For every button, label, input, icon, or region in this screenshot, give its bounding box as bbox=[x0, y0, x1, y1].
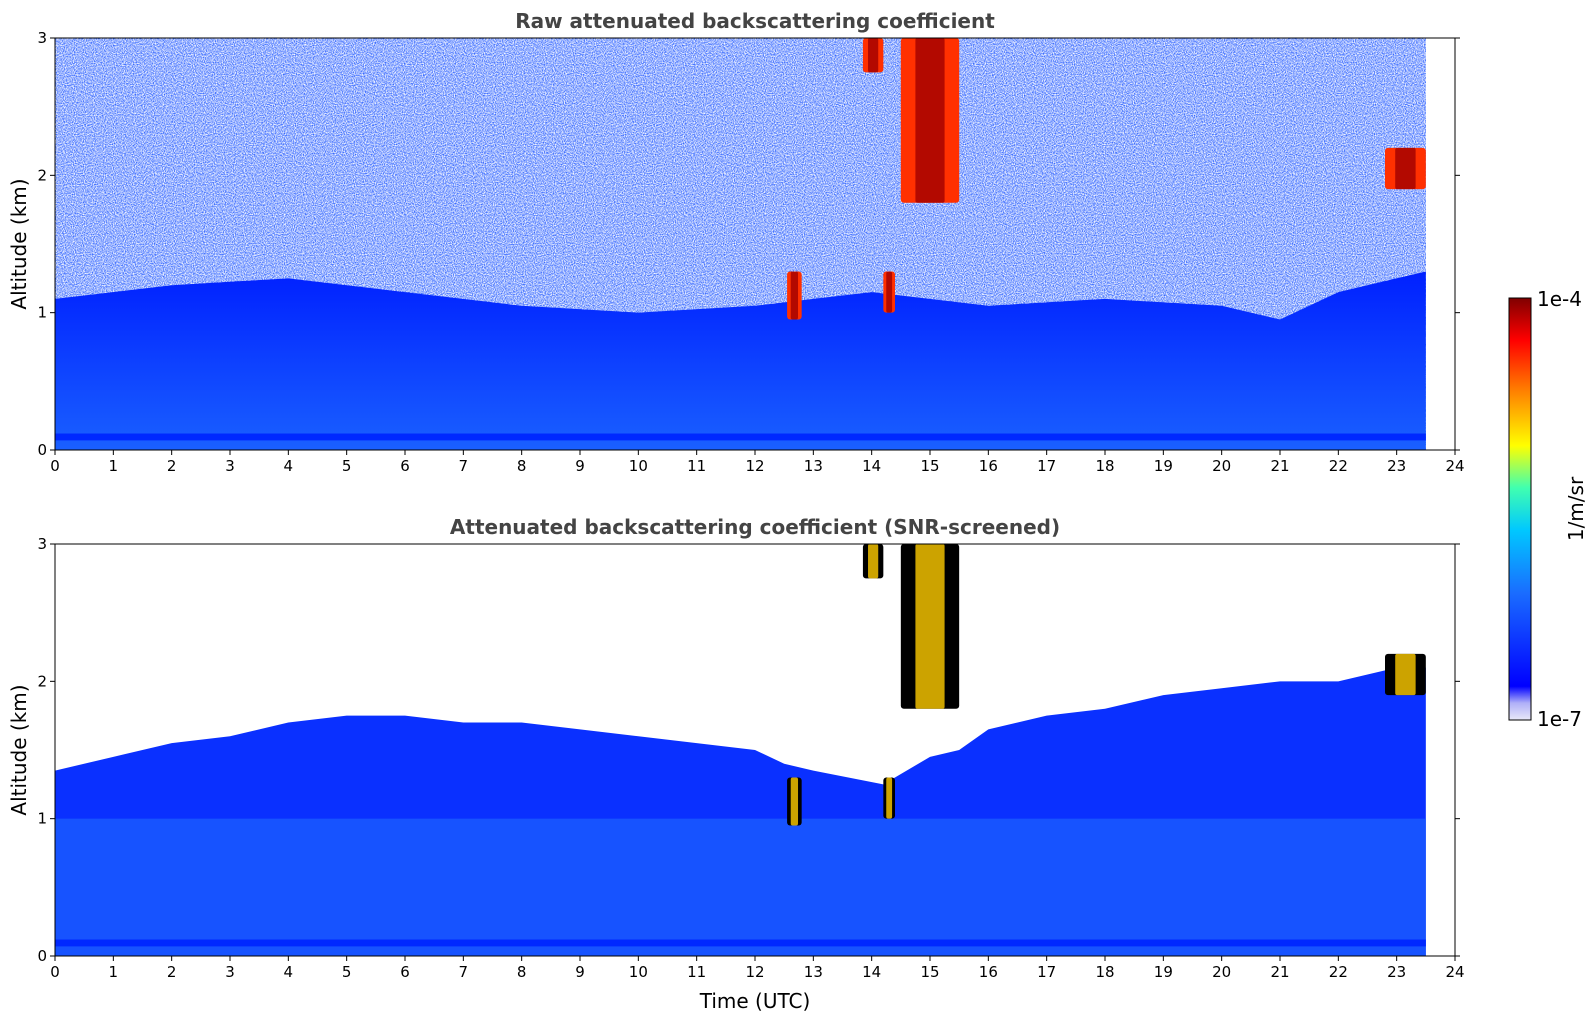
x-tick-label: 12 bbox=[745, 457, 764, 475]
x-tick-label: 8 bbox=[517, 963, 527, 981]
cloud-core-1 bbox=[886, 777, 893, 819]
x-tick-label: 11 bbox=[687, 457, 706, 475]
y-tick-label: 3 bbox=[37, 29, 47, 47]
x-tick-label: 20 bbox=[1212, 457, 1231, 475]
x-tick-label: 1 bbox=[109, 457, 119, 475]
colorbar: 1e-4 1e-7 1/m/sr bbox=[1508, 287, 1588, 731]
x-tick-label: 19 bbox=[1154, 457, 1173, 475]
x-tick-label: 18 bbox=[1095, 963, 1114, 981]
x-tick-label: 8 bbox=[517, 457, 527, 475]
cloud-core-1 bbox=[886, 271, 893, 313]
surface-band bbox=[55, 939, 1426, 947]
x-tick-label: 16 bbox=[979, 457, 998, 475]
y-tick-label: 0 bbox=[37, 947, 47, 965]
x-tick-label: 22 bbox=[1329, 963, 1348, 981]
x-tick-label: 13 bbox=[804, 457, 823, 475]
x-tick-label: 17 bbox=[1037, 457, 1056, 475]
x-tick-label: 3 bbox=[225, 457, 235, 475]
boundary-layer bbox=[55, 271, 1426, 450]
colorbar-gradient bbox=[1508, 297, 1532, 721]
y-tick-label: 3 bbox=[37, 535, 47, 553]
x-tick-label: 11 bbox=[687, 963, 706, 981]
x-tick-label: 9 bbox=[575, 457, 585, 475]
x-tick-label: 17 bbox=[1037, 963, 1056, 981]
y-tick-label: 2 bbox=[37, 166, 47, 184]
cloud-core-2 bbox=[915, 38, 945, 203]
x-tick-label: 19 bbox=[1154, 963, 1173, 981]
x-tick-label: 6 bbox=[400, 963, 410, 981]
y-tick-label: 1 bbox=[37, 304, 47, 322]
x-tick-label: 5 bbox=[342, 457, 352, 475]
x-tick-label: 24 bbox=[1445, 457, 1464, 475]
colorbar-min-label: 1e-7 bbox=[1537, 707, 1582, 731]
heatmap-screened bbox=[55, 544, 1426, 956]
y-axis-screened: 0 1 2 3 bbox=[37, 535, 1460, 965]
x-tick-label: 16 bbox=[979, 963, 998, 981]
x-tick-label: 23 bbox=[1387, 457, 1406, 475]
x-tick-label: 12 bbox=[745, 963, 764, 981]
x-tick-label: 9 bbox=[575, 963, 585, 981]
x-tick-label: 13 bbox=[804, 963, 823, 981]
panel-raw: Raw attenuated backscattering coefficien… bbox=[7, 9, 1465, 475]
cloud-core-4 bbox=[1395, 147, 1416, 190]
x-axis-label: Time (UTC) bbox=[699, 989, 811, 1013]
cloud-core-0 bbox=[790, 777, 799, 826]
x-tick-label: 1 bbox=[109, 963, 119, 981]
y-axis-label-raw: Altitude (km) bbox=[7, 178, 31, 309]
y-axis-label-screened: Altitude (km) bbox=[7, 684, 31, 815]
x-tick-label: 2 bbox=[167, 457, 177, 475]
y-tick-label: 0 bbox=[37, 441, 47, 459]
x-tick-label: 2 bbox=[167, 963, 177, 981]
cloud-core-0 bbox=[790, 271, 799, 320]
y-axis-raw: 0 1 2 3 bbox=[37, 29, 1460, 459]
x-tick-label: 14 bbox=[862, 457, 881, 475]
heatmap-raw bbox=[55, 38, 1426, 450]
x-tick-label: 4 bbox=[284, 963, 294, 981]
x-tick-label: 21 bbox=[1270, 963, 1289, 981]
x-tick-label: 24 bbox=[1445, 963, 1464, 981]
surface-band bbox=[55, 433, 1426, 441]
x-tick-label: 10 bbox=[629, 963, 648, 981]
x-axis-raw: 0 1 2 3 4 5 6 7 8 9 10 11 12 13 14 15 16 17 18 19 20 21 22 23 24 bbox=[50, 450, 1465, 475]
y-tick-label: 2 bbox=[37, 672, 47, 690]
x-tick-label: 22 bbox=[1329, 457, 1348, 475]
x-tick-label: 23 bbox=[1387, 963, 1406, 981]
x-tick-label: 0 bbox=[50, 457, 60, 475]
x-axis-screened: 0 1 2 3 4 5 6 7 8 9 10 11 12 13 14 15 16 17 18 19 20 21 22 23 24 bbox=[50, 956, 1465, 981]
screened-lower-layer bbox=[55, 818, 1426, 956]
x-tick-label: 5 bbox=[342, 963, 352, 981]
cloud-core-3 bbox=[868, 544, 879, 579]
x-tick-label: 7 bbox=[459, 963, 469, 981]
panel-title-raw: Raw attenuated backscattering coefficien… bbox=[515, 9, 995, 33]
y-tick-label: 1 bbox=[37, 810, 47, 828]
x-tick-label: 20 bbox=[1212, 963, 1231, 981]
x-tick-label: 0 bbox=[50, 963, 60, 981]
x-tick-label: 15 bbox=[920, 963, 939, 981]
colorbar-unit-label: 1/m/sr bbox=[1564, 476, 1588, 541]
x-tick-label: 21 bbox=[1270, 457, 1289, 475]
cloud-core-2 bbox=[915, 544, 945, 709]
cloud-core-3 bbox=[868, 38, 879, 73]
x-tick-label: 10 bbox=[629, 457, 648, 475]
x-tick-label: 6 bbox=[400, 457, 410, 475]
x-tick-label: 15 bbox=[920, 457, 939, 475]
x-tick-label: 4 bbox=[284, 457, 294, 475]
colorbar-max-label: 1e-4 bbox=[1537, 287, 1582, 311]
panel-title-screened: Attenuated backscattering coefficient (S… bbox=[450, 515, 1060, 539]
x-tick-label: 3 bbox=[225, 963, 235, 981]
x-tick-label: 14 bbox=[862, 963, 881, 981]
x-tick-label: 7 bbox=[459, 457, 469, 475]
x-tick-label: 18 bbox=[1095, 457, 1114, 475]
panel-screened: Attenuated backscattering coefficient (S… bbox=[7, 515, 1465, 1013]
cloud-core-4 bbox=[1395, 653, 1416, 696]
